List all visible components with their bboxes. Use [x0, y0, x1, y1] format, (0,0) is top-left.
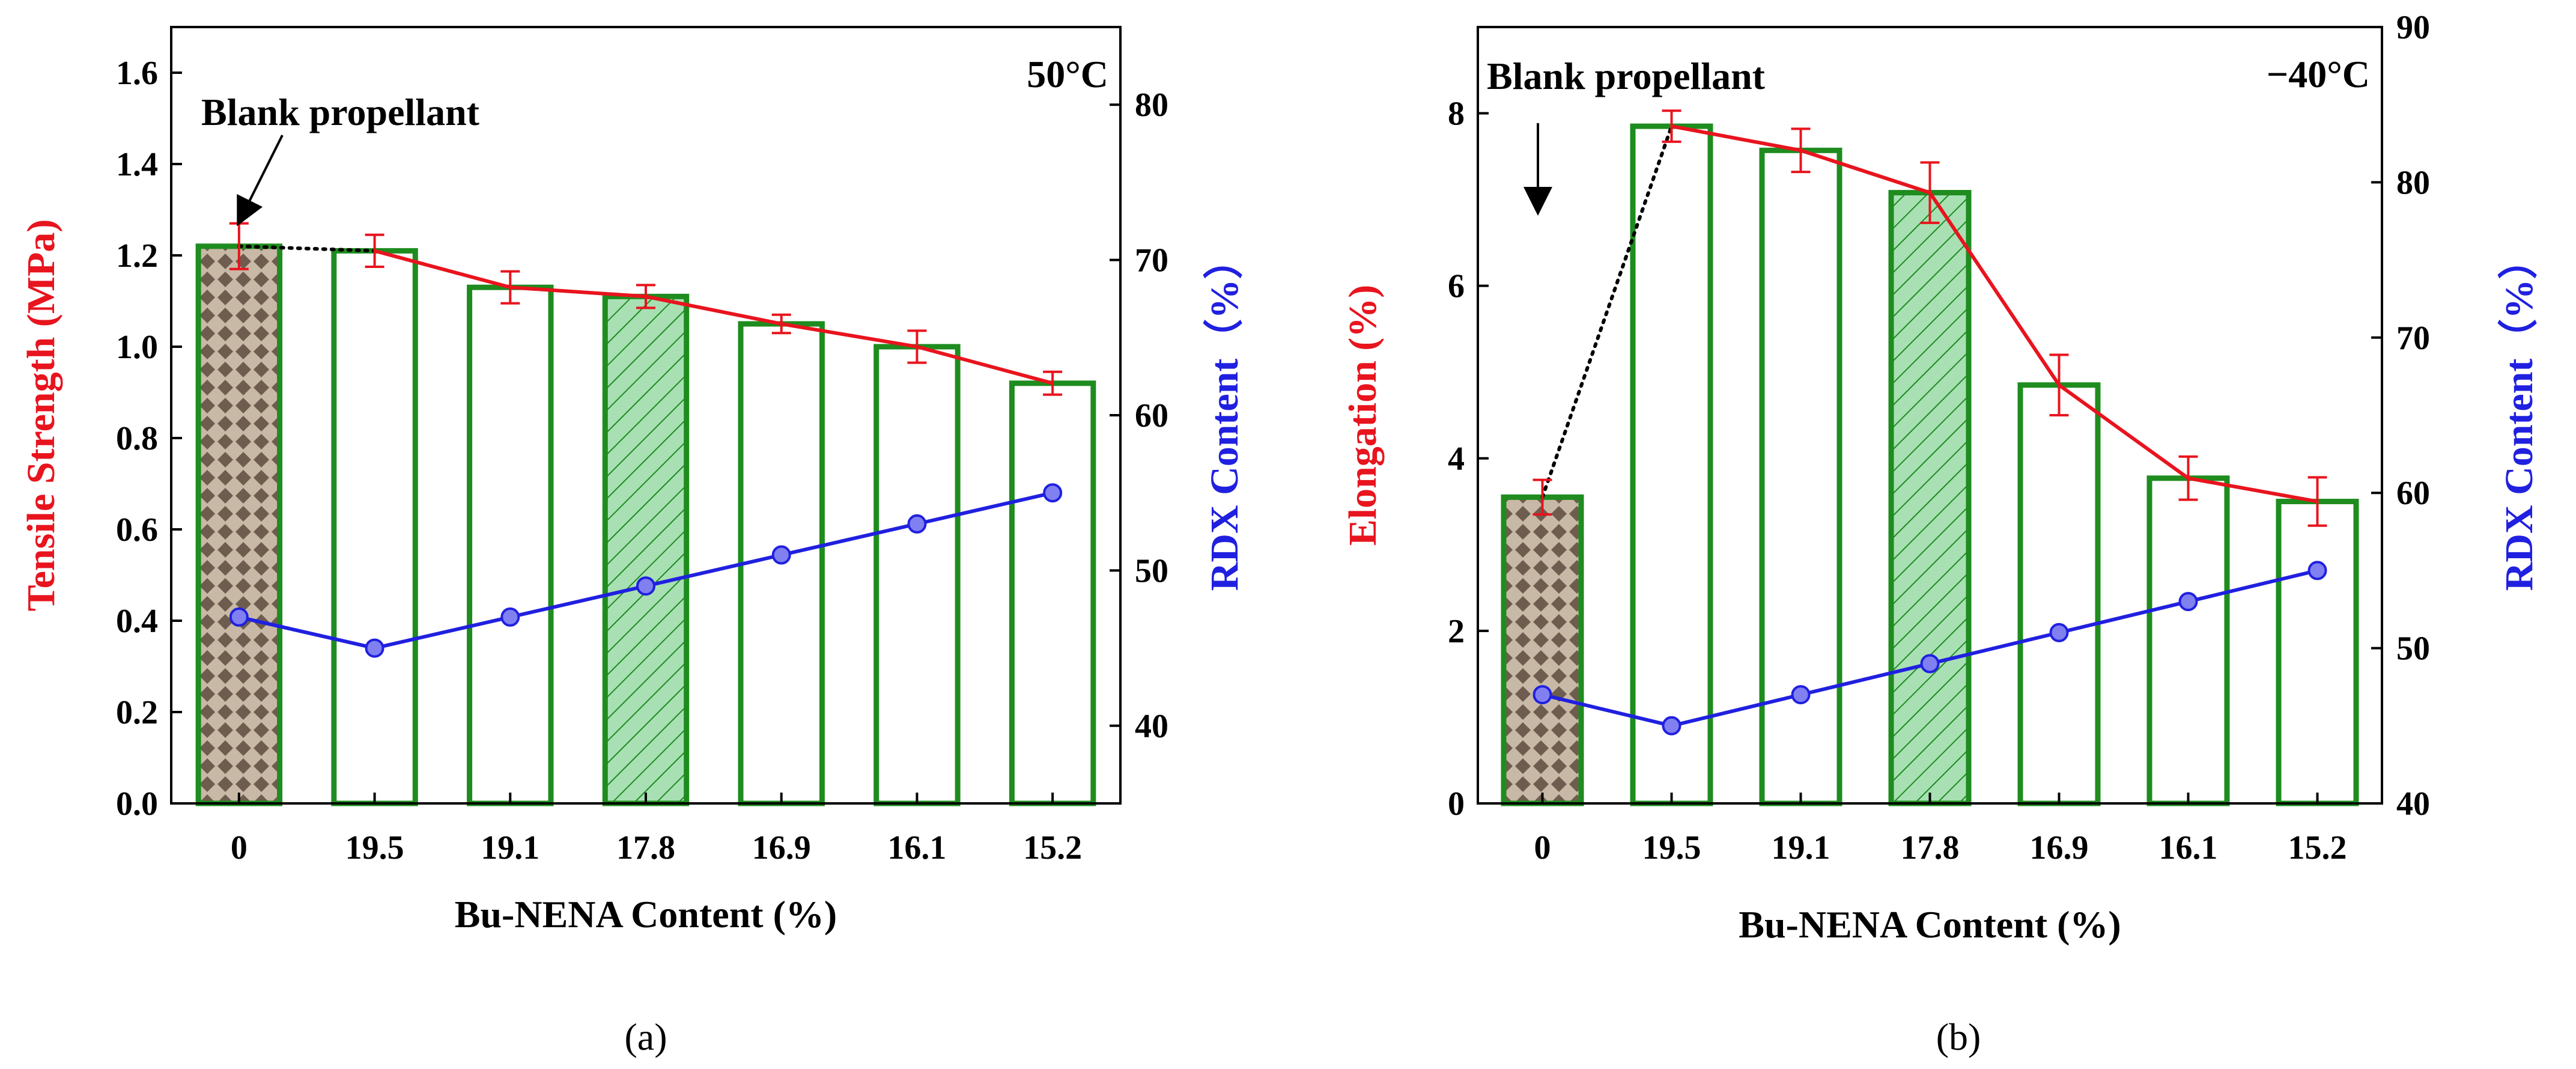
x-tick-label: 19.1 — [1772, 829, 1830, 866]
rdx-marker — [2049, 623, 2069, 642]
y2-tick-label: 70 — [2396, 320, 2430, 357]
x-tick-label: 19.5 — [345, 829, 404, 866]
panel-a-axes: 0.0 0.2 0.4 0.6 0.8 1.0 1.2 1.4 1.6 40 50 60 70 80 0 19… — [116, 55, 1168, 866]
y-tick-label: 0.2 — [116, 694, 158, 731]
bar — [331, 248, 418, 806]
y2-tick-label: 50 — [2396, 630, 2430, 668]
panel-b-x-axis-label: Bu-NENA Content (%) — [1739, 903, 2121, 946]
x-tick-label: 0 — [231, 829, 248, 866]
bar — [467, 284, 554, 806]
rdx-marker — [1662, 716, 1681, 736]
rdx-marker — [771, 545, 791, 565]
rdx-marker — [1043, 483, 1063, 503]
bar — [1759, 147, 1842, 806]
x-tick-label: 16.1 — [2159, 829, 2218, 866]
panel-b-bars — [1501, 123, 2359, 806]
x-tick-label: 17.8 — [616, 829, 675, 866]
y-tick-label: 1.6 — [116, 55, 158, 92]
bar — [195, 243, 283, 806]
y-tick-label: 0.0 — [116, 785, 158, 823]
panel-b-y-axis-label: Elongation (%) — [1341, 285, 1385, 546]
bar — [1888, 190, 1972, 806]
rdx-marker — [2178, 592, 2198, 612]
x-tick-label: 17.8 — [1901, 829, 1960, 866]
blank-dotted-link — [1540, 124, 1674, 499]
y-tick-label: 1.4 — [116, 146, 158, 183]
panel-a-annotation-arrow — [237, 135, 284, 227]
panel-a-x-axis-label: Bu-NENA Content (%) — [455, 893, 837, 936]
y-tick-label: 0.6 — [116, 511, 158, 549]
y-tick-label: 6 — [1448, 268, 1465, 305]
bar — [2017, 382, 2101, 806]
y-tick-label: 8 — [1448, 96, 1465, 133]
panel-b-label: (b) — [1936, 1016, 1981, 1058]
panel-b-y2-axis-label: RDX Content（%） — [2497, 240, 2541, 591]
x-tick-label: 19.1 — [481, 829, 539, 866]
panel-b-temperature: −40°C — [2267, 53, 2370, 96]
rdx-marker — [500, 607, 520, 627]
bar — [1630, 123, 1713, 806]
rdx-marker — [1791, 685, 1811, 705]
y2-tick-label: 90 — [2396, 9, 2430, 46]
panel-b: 0 2 4 6 8 40 50 60 70 80 90 0 19.5 19.1 17.8 16.9 16.1 15… — [1341, 9, 2541, 1058]
y2-tick-label: 80 — [2396, 164, 2430, 201]
y2-tick-label: 80 — [1135, 87, 1168, 124]
x-tick-label: 16.1 — [887, 829, 946, 866]
panel-a-y2-axis-label: RDX Content（%） — [1202, 240, 1247, 591]
red-series-line — [1671, 124, 2318, 504]
panel-a-label: (a) — [624, 1016, 667, 1058]
x-tick-label: 15.2 — [1023, 829, 1082, 866]
red-series-line — [374, 249, 1053, 385]
panel-b-axes: 0 2 4 6 8 40 50 60 70 80 90 0 19.5 19.1 17.8 16.9 16.1 15… — [1448, 9, 2430, 866]
panel-a-temperature: 50°C — [1027, 53, 1108, 96]
bar — [873, 344, 961, 806]
y2-tick-label: 70 — [1135, 242, 1168, 279]
y-tick-label: 0 — [1448, 785, 1465, 823]
rdx-marker — [1533, 685, 1552, 705]
panel-b-lines — [1533, 109, 2327, 736]
rdx-marker — [2307, 561, 2327, 580]
y2-tick-label: 50 — [1135, 552, 1168, 589]
rdx-marker — [365, 638, 384, 658]
y-tick-label: 4 — [1448, 440, 1465, 478]
blank-dotted-link — [237, 244, 377, 253]
y-tick-label: 0.4 — [116, 603, 158, 640]
rdx-marker — [907, 514, 927, 534]
rdx-marker — [1920, 654, 1940, 674]
x-tick-label: 16.9 — [752, 829, 811, 866]
y2-tick-label: 60 — [1135, 397, 1168, 434]
x-tick-label: 16.9 — [2030, 829, 2089, 866]
y2-tick-label: 40 — [2396, 785, 2430, 823]
y2-tick-label: 60 — [2396, 475, 2430, 512]
panel-a-bars — [195, 243, 1096, 806]
panel-b-blank-annotation: Blank propellant — [1487, 55, 1766, 97]
bar — [602, 293, 690, 806]
bar — [1501, 494, 1584, 806]
y-tick-label: 1.2 — [116, 237, 158, 275]
y2-tick-label: 40 — [1135, 708, 1168, 745]
x-tick-label: 19.5 — [1642, 829, 1701, 866]
y-tick-label: 2 — [1448, 613, 1465, 650]
panel-a-lines — [229, 222, 1063, 658]
y-tick-label: 1.0 — [116, 329, 158, 366]
rdx-marker — [229, 607, 249, 627]
panel-a-blank-annotation: Blank propellant — [201, 91, 480, 133]
panel-a: 0.0 0.2 0.4 0.6 0.8 1.0 1.2 1.4 1.6 40 50 60 70 80 0 19… — [19, 26, 1247, 1058]
x-tick-label: 0 — [1534, 829, 1551, 866]
bar — [2146, 475, 2230, 806]
bar — [1009, 380, 1096, 806]
rdx-marker — [636, 576, 655, 596]
x-tick-label: 15.2 — [2288, 829, 2347, 866]
bar — [2276, 499, 2359, 806]
y-tick-label: 0.8 — [116, 420, 158, 457]
panel-a-y-axis-label: Tensile Strength (MPa) — [19, 219, 63, 612]
